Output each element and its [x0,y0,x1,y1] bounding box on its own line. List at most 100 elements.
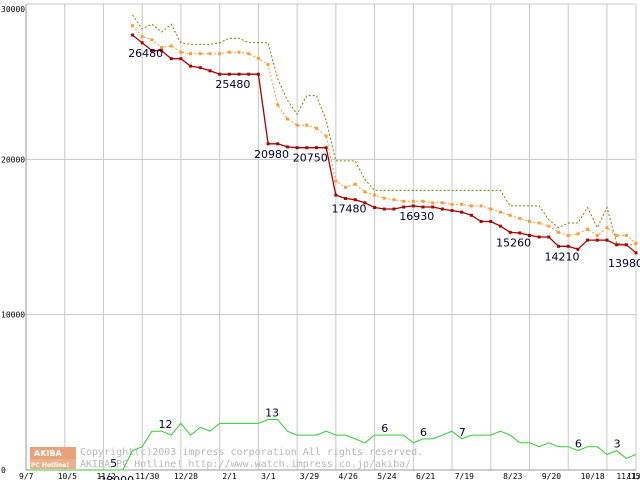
x-tick-label: 12/28 [174,472,198,480]
point-average [615,233,619,237]
point-min [324,146,328,150]
point-average [595,233,599,237]
x-tick-label: 7/19 [455,472,474,480]
label-layer: 28000 26480 25480 20980 20750 17480 16930 15260… [99,47,640,480]
point-average [605,226,609,230]
point-min [431,205,435,209]
point-average [208,52,212,56]
point-average [624,233,628,237]
x-tick-label: 9/7 [19,472,34,480]
logo-box-top [30,447,76,459]
y-tick-label: 0 [1,466,6,475]
point-average [247,52,251,56]
point-average [421,199,425,203]
point-min [382,207,386,211]
point-average [140,35,144,39]
point-average [566,233,570,237]
point-min [605,238,609,242]
point-min [198,66,202,70]
x-tick-label: 8/23 [503,472,522,480]
point-min [344,196,348,200]
point-min [498,224,502,228]
watermark: AKIBA PC Hotline! Copyright(c)2003 impre… [30,447,423,470]
shop-count-label: 7 [459,426,466,439]
point-average [557,230,561,234]
price-label: 20750 [293,152,328,165]
point-average [169,44,173,48]
point-average [460,202,464,206]
point-average [576,232,580,236]
point-min [353,198,357,202]
point-min [402,205,406,209]
point-average [440,201,444,205]
point-average [305,123,309,127]
x-tick-label: 4/26 [339,472,358,480]
point-min [411,204,415,208]
point-min [547,235,551,239]
x-tick-label: 3/1 [261,472,276,480]
point-min [489,219,493,223]
shop-count-label: 6 [420,426,427,439]
logo-text-top: AKIBA [34,449,62,458]
shop-count-label: 13 [265,407,279,420]
point-average [547,224,551,228]
grid [25,3,637,471]
point-min [595,238,599,242]
point-min [586,238,590,242]
point-average [227,50,231,54]
point-average [537,221,541,225]
point-min [469,213,473,217]
point-min [440,207,444,211]
plot-area [26,4,636,470]
price-label: 20980 [254,148,289,161]
point-min [392,207,396,211]
shop-count-label: 3 [614,438,621,451]
point-min [285,145,289,149]
shop-count-label: 12 [159,418,173,431]
point-average [431,201,435,205]
point-average [334,179,338,183]
point-min [527,233,531,237]
point-min [276,142,280,146]
point-average [518,216,522,220]
point-average [527,219,531,223]
point-average [237,50,241,54]
point-average [450,202,454,206]
point-average [402,199,406,203]
point-min [247,72,251,76]
point-average [295,123,299,127]
point-min [557,244,561,248]
point-average [586,227,590,231]
point-average [218,52,222,56]
point-min [305,146,309,150]
point-average [498,210,502,214]
point-min [208,69,212,73]
point-min [421,205,425,209]
point-average [198,52,202,56]
point-average [324,134,328,138]
price-label: 25480 [215,78,250,91]
point-min [634,251,638,255]
point-average [363,190,367,194]
point-average [160,45,164,49]
price-label: 16930 [399,210,434,223]
point-average [266,63,270,67]
point-average [479,204,483,208]
point-average [508,213,512,217]
point-average [285,117,289,121]
point-min [237,72,241,76]
point-min [140,41,144,45]
point-average [382,196,386,200]
point-min [150,49,154,53]
point-min [479,219,483,223]
point-min [160,49,164,53]
series-line-max [132,14,636,246]
point-average [353,182,357,186]
price-label: 13980 [608,257,640,270]
price-label: 26480 [128,47,163,60]
point-min [256,72,260,76]
x-tick-label: 9/20 [542,472,561,480]
point-min [179,57,183,61]
point-min [227,72,231,76]
